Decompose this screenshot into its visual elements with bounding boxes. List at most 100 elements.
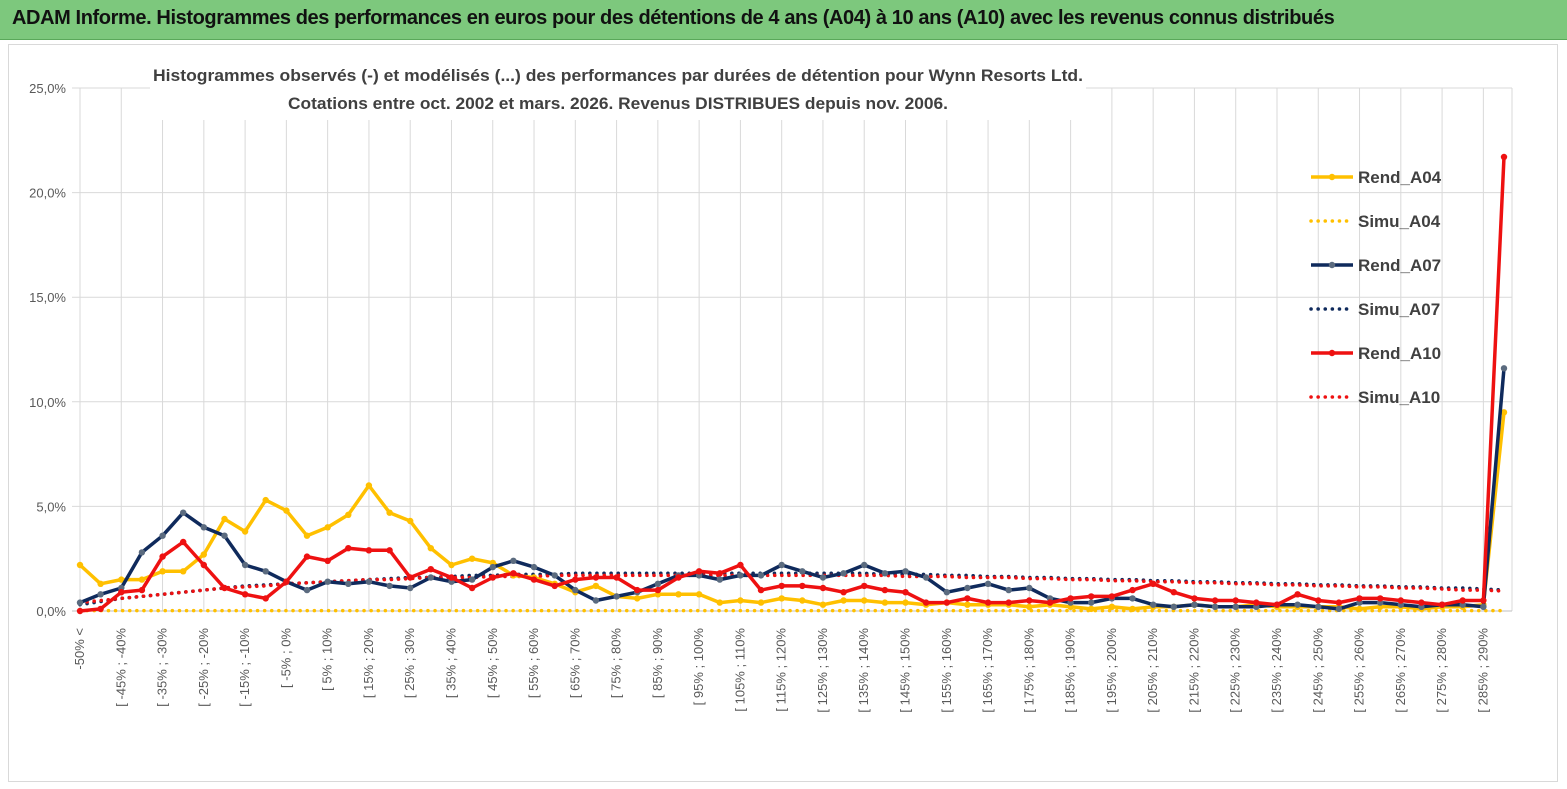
y-tick-label: 20,0%: [29, 186, 66, 201]
y-tick-label: 15,0%: [29, 290, 66, 305]
rend-a10-point: [468, 584, 476, 592]
rend-a07-point: [1500, 365, 1508, 372]
rend-a04-point: [345, 511, 352, 518]
rend-a10-point: [1046, 599, 1054, 606]
rend-a10-point: [819, 584, 827, 592]
rend-a04-point: [1500, 409, 1508, 416]
rend-a07-point: [324, 578, 331, 585]
rend-a07-point: [1211, 603, 1219, 610]
rend-a04-point: [799, 597, 806, 604]
y-axis-ticks: 0,0% 5,0% 10,0% 15,0% 20,0% 25,0%: [29, 81, 66, 619]
rend-a10-point: [262, 595, 269, 602]
rend-a07-point: [799, 568, 806, 575]
rend-a07-point: [922, 574, 930, 581]
rend-a07-point: [159, 532, 166, 539]
rend-a07-point: [984, 580, 992, 587]
rend-a07-point: [551, 572, 558, 579]
rend-a04-point: [675, 591, 682, 598]
rend-a10-point: [1294, 591, 1301, 598]
rend-a07-point: [530, 563, 538, 571]
rend-a04-point: [819, 601, 827, 608]
chart-title-background: [150, 56, 1086, 120]
rend-a07-point: [964, 584, 971, 592]
rend-a07-point: [1232, 603, 1239, 610]
rend-a04-point: [634, 595, 641, 602]
rend-a10-point: [1129, 586, 1136, 594]
rend-a07-point: [303, 586, 311, 594]
rend-a04-point: [427, 545, 434, 552]
rend-a10-point: [1108, 593, 1116, 600]
rend-a07-point: [468, 576, 476, 583]
rend-a10-point: [757, 586, 765, 594]
rend-a07-point: [1088, 599, 1095, 606]
rend-a10-point: [241, 591, 249, 598]
x-tick-label: [ 275% ; 280%: [1434, 628, 1449, 713]
rend-a07-point: [757, 572, 765, 579]
rend-a10-point: [386, 547, 393, 554]
legend-marker: [1328, 261, 1336, 269]
rend-a04-point: [448, 561, 455, 569]
legend-item-simu-a07: Simu_A07: [1309, 300, 1440, 319]
rend-a10-point: [1211, 597, 1219, 604]
rend-a04-point: [778, 595, 785, 602]
rend-a07-point: [386, 582, 393, 590]
rend-a04-point: [324, 524, 331, 531]
legend-item-rend-a04: Rend_A04: [1311, 168, 1442, 187]
rend-a10-point: [1170, 589, 1178, 596]
rend-a10-point: [303, 553, 311, 560]
rend-a10-point: [1088, 593, 1095, 600]
x-tick-label: [ 105% ; 110%: [732, 628, 747, 712]
x-tick-label: [ 165% ; 170%: [980, 628, 995, 713]
x-tick-label: [ 45% ; 50%: [485, 628, 500, 699]
rend-a04-point: [1356, 605, 1363, 613]
rend-a04-point: [159, 568, 166, 575]
rend-a07-point: [840, 570, 847, 577]
rend-a10-point: [1397, 597, 1405, 604]
rend-a10-point: [407, 574, 414, 581]
rend-a10-point: [1438, 601, 1446, 608]
rend-a10-point: [840, 589, 847, 596]
rend-a10-point: [283, 578, 290, 585]
rend-a10-point: [1191, 595, 1198, 602]
rend-a04-point: [861, 597, 868, 604]
rend-a04-point: [241, 528, 249, 535]
rend-a10-point: [1067, 595, 1074, 602]
rend-a10-point: [943, 599, 950, 606]
rend-a07-point: [943, 589, 950, 596]
rend-a10-point: [345, 545, 352, 552]
rend-a10-point: [1356, 595, 1363, 602]
legend-item-rend-a07: Rend_A07: [1311, 256, 1441, 275]
rend-a10-point: [861, 582, 868, 590]
rend-a07-point: [180, 509, 187, 516]
rend-a07-point: [1294, 601, 1301, 608]
rend-a07-point: [221, 532, 228, 539]
rend-a07-point: [1191, 601, 1198, 608]
rend-a10-point: [97, 605, 104, 613]
rend-a10-point: [118, 589, 125, 596]
rend-a04-point: [200, 551, 207, 558]
rend-a07-point: [654, 580, 662, 587]
rend-a10-point: [675, 574, 682, 581]
rend-a10-point: [922, 599, 930, 606]
series-layer: [76, 153, 1508, 615]
x-tick-label: [ 115% ; 120%: [774, 628, 789, 712]
rend-a10-point: [1253, 599, 1260, 606]
rend-a10-point: [551, 582, 558, 590]
rend-a10-point: [634, 586, 641, 594]
x-tick-label: [ 235% ; 240%: [1269, 628, 1284, 713]
legend-item-simu-a10: Simu_A10: [1309, 388, 1440, 407]
rend-a04-point: [180, 568, 187, 575]
rend-a04-point: [1108, 603, 1116, 610]
x-tick-label: [ -5% ; 0%: [278, 628, 293, 688]
rend-a10-point: [1459, 597, 1466, 604]
x-tick-label: [ -45% ; -40%: [113, 628, 128, 707]
rend-a07-point: [138, 549, 146, 556]
rend-a10-point: [778, 582, 785, 590]
rend-a10-point: [1273, 601, 1281, 608]
rend-a07-point: [819, 574, 827, 581]
legend-label: Simu_A10: [1358, 388, 1440, 407]
rend-a10-point: [510, 570, 517, 577]
rend-a10-point: [138, 586, 146, 594]
rend-a07-line: [79, 368, 1506, 611]
rend-a04-point: [76, 561, 84, 569]
